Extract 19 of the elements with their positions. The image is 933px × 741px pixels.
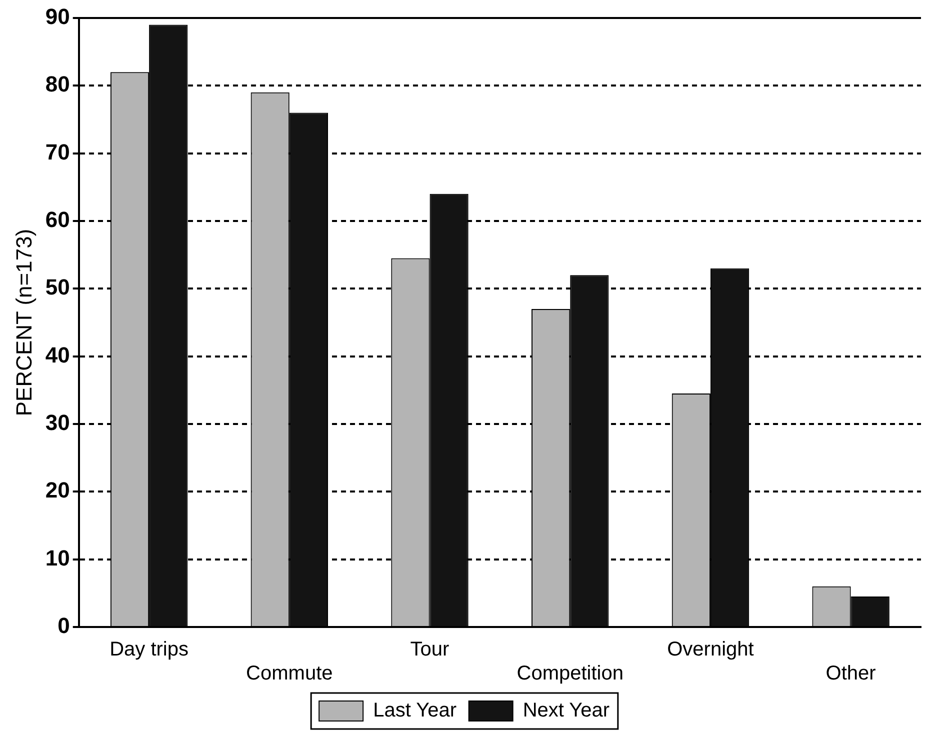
y-tick-label: 30 <box>45 410 70 436</box>
legend-label: Next Year <box>522 700 610 722</box>
x-tick-label: Tour <box>410 638 450 661</box>
y-tick-label: 70 <box>45 139 70 164</box>
y-tick-label: 80 <box>45 72 70 97</box>
y-tick-label: 50 <box>45 274 70 300</box>
x-tick-label: Competition <box>516 662 624 685</box>
y-tick-label: 90 <box>45 4 70 30</box>
legend-label: Last Year <box>373 700 457 722</box>
y-tick-label: 0 <box>58 613 70 638</box>
x-tick-label: Commute <box>246 662 333 685</box>
y-tick-label: 60 <box>45 207 70 232</box>
y-tick-label: 20 <box>45 478 70 503</box>
x-tick-label: Other <box>826 662 876 685</box>
y-axis-title: PERCENT (n=173) <box>11 228 36 416</box>
x-tick-label: Day trips <box>110 638 188 661</box>
y-tick-label: 40 <box>45 342 70 368</box>
x-tick-label: Overnight <box>667 638 754 661</box>
y-tick-label: 10 <box>45 545 70 570</box>
